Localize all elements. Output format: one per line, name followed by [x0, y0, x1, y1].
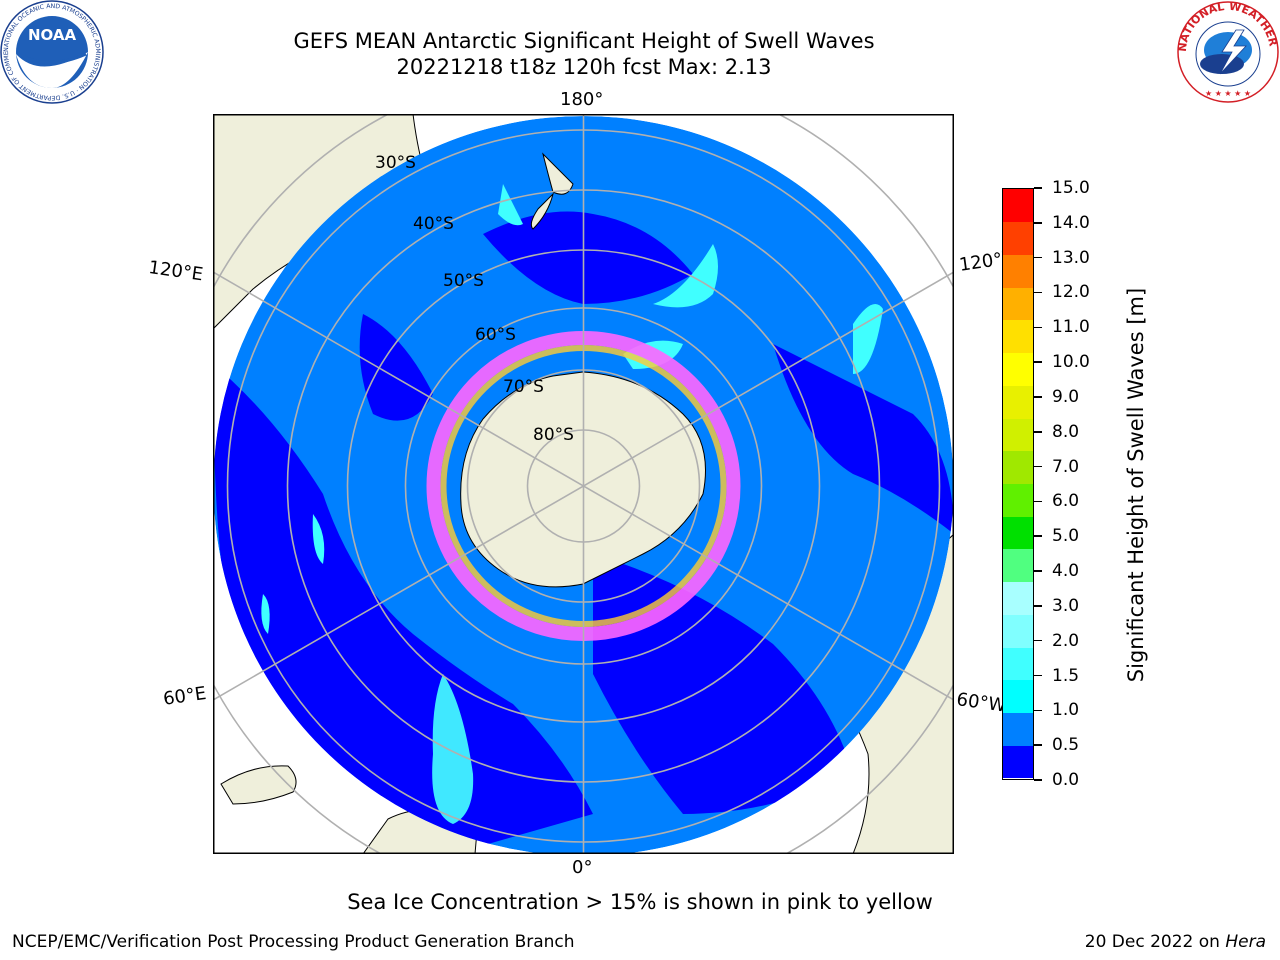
colorbar-tick-label: 0.5	[1052, 735, 1080, 756]
colorbar-tick-label: 1.5	[1052, 665, 1080, 686]
colorbar-tick-label: 14.0	[1052, 212, 1090, 233]
colorbar-tick-label: 6.0	[1052, 491, 1080, 512]
colorbar-tick	[1034, 639, 1042, 642]
colorbar-tick-label: 4.0	[1052, 561, 1080, 582]
colorbar-segment	[1003, 189, 1033, 223]
colorbar-tick-label: 13.0	[1052, 247, 1090, 268]
colorbar-segment	[1003, 712, 1033, 746]
colorbar-tick	[1034, 709, 1042, 712]
lat-label-50s: 50°S	[443, 271, 484, 291]
colorbar-tick	[1034, 222, 1042, 224]
lat-label-80s: 80°S	[533, 425, 574, 445]
lat-label-60s: 60°S	[475, 325, 516, 345]
colorbar-tick	[1034, 674, 1042, 677]
colorbar-tick	[1034, 779, 1042, 781]
colorbar-tick	[1034, 187, 1042, 189]
colorbar-segment	[1003, 581, 1033, 615]
colorbar-segment	[1003, 352, 1033, 386]
madagascar-land	[220, 765, 297, 805]
colorbar-segment	[1003, 679, 1033, 714]
colorbar-segment	[1003, 319, 1033, 354]
svg-text:★ ★ ★ ★ ★: ★ ★ ★ ★ ★	[1205, 89, 1251, 98]
credit-host: Hera	[1225, 932, 1266, 952]
colorbar-tick	[1034, 326, 1042, 329]
colorbar-tick	[1034, 744, 1042, 746]
colorbar-segment	[1003, 483, 1033, 517]
colorbar-tick	[1034, 431, 1042, 433]
colorbar-tick-label: 15.0	[1052, 178, 1090, 198]
colorbar	[1002, 188, 1034, 780]
nws-logo-icon: NATIONAL WEATHER SERVICE ★ ★ ★ ★ ★	[1176, 0, 1280, 103]
credit-date-text: 20 Dec 2022 on	[1084, 932, 1220, 952]
colorbar-tick-label: 12.0	[1052, 282, 1090, 303]
lon-label-60w: 60°W	[955, 689, 1008, 717]
colorbar-tick-label: 2.0	[1052, 630, 1080, 651]
new-zealand-land	[530, 152, 574, 230]
colorbar-tick	[1034, 291, 1042, 294]
colorbar-segment	[1003, 254, 1033, 288]
noaa-logo-icon: NATIONAL OCEANIC AND ATMOSPHERIC ADMINIS…	[0, 0, 104, 104]
colorbar-tick-label: 7.0	[1052, 456, 1080, 477]
colorbar-tick	[1034, 361, 1042, 363]
lon-label-0: 0°	[572, 857, 593, 878]
colorbar-segment	[1003, 450, 1033, 484]
colorbar-segment	[1003, 385, 1033, 419]
colorbar-tick-label: 11.0	[1052, 317, 1090, 338]
colorbar-segment	[1003, 745, 1033, 779]
lon-label-60e: 60°E	[161, 682, 208, 710]
svg-text:NOAA: NOAA	[28, 26, 77, 44]
lat-label-70s: 70°S	[503, 377, 544, 397]
colorbar-title: Significant Height of Swell Waves [m]	[1090, 190, 1182, 780]
colorbar-tick-label: 3.0	[1052, 595, 1080, 616]
colorbar-tick-label: 8.0	[1052, 421, 1080, 442]
lat-label-40s: 40°S	[413, 214, 454, 234]
credit-branch: NCEP/EMC/Verification Post Processing Pr…	[12, 932, 575, 952]
colorbar-tick-label: 1.0	[1052, 700, 1080, 721]
colorbar-segment	[1003, 516, 1033, 550]
colorbar-segment	[1003, 548, 1033, 583]
colorbar-segment	[1003, 287, 1033, 321]
colorbar-tick-label: 9.0	[1052, 386, 1080, 407]
lon-label-180: 180°	[560, 89, 604, 110]
map-title: GEFS MEAN Antarctic Significant Height o…	[293, 29, 875, 53]
map-subtitle: 20221218 t18z 120h fcst Max: 2.13	[396, 55, 772, 79]
colorbar-tick-label: 5.0	[1052, 526, 1080, 547]
colorbar-segment	[1003, 418, 1033, 452]
colorbar-segment	[1003, 647, 1033, 681]
colorbar-tick	[1034, 570, 1042, 572]
lat-label-30s: 30°S	[375, 153, 416, 173]
colorbar-segment	[1003, 221, 1033, 255]
polar-map: 30°S 40°S 50°S 60°S 70°S 80°S	[213, 114, 954, 854]
colorbar-tick	[1034, 500, 1042, 503]
sea-ice-footnote: Sea Ice Concentration > 15% is shown in …	[347, 890, 933, 914]
colorbar-label: Significant Height of Swell Waves [m]	[1124, 287, 1148, 683]
colorbar-segment	[1003, 614, 1033, 648]
colorbar-tick-label: 10.0	[1052, 352, 1090, 373]
lon-label-120e: 120°E	[147, 257, 205, 286]
colorbar-tick	[1034, 256, 1042, 259]
colorbar-tick-label: 0.0	[1052, 770, 1080, 790]
colorbar-tick	[1034, 465, 1042, 468]
colorbar-tick	[1034, 605, 1042, 607]
credit-date: 20 Dec 2022 on Hera	[1085, 932, 1266, 952]
colorbar-tick	[1034, 535, 1042, 537]
colorbar-tick	[1034, 396, 1042, 398]
